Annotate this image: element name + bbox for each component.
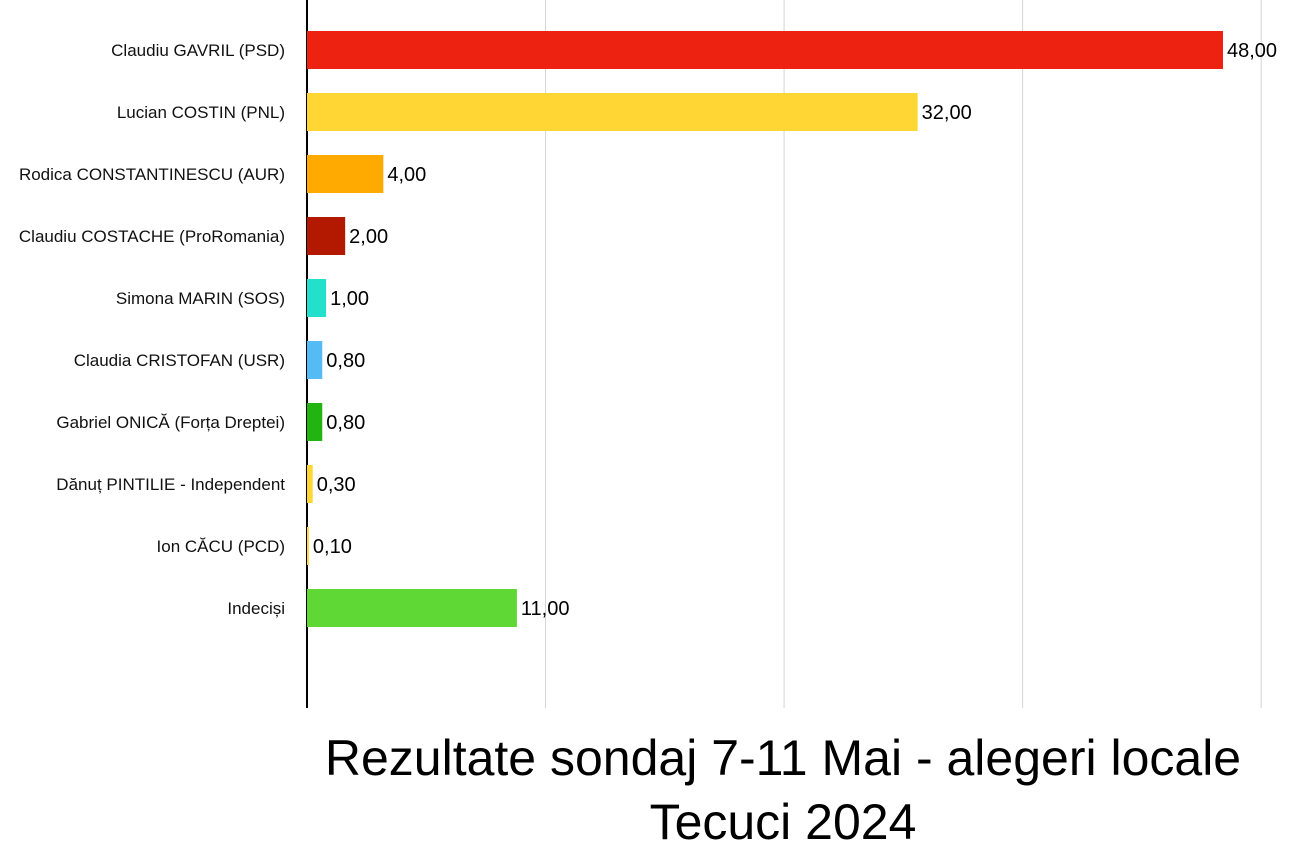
category-labels: Claudiu GAVRIL (PSD) Lucian COSTIN (PNL) R… <box>19 41 285 618</box>
bar-3 <box>307 155 384 193</box>
category-label-8: Dănuț PINTILIE - Independent <box>56 475 285 494</box>
value-label-2: 32,00 <box>922 102 972 124</box>
category-label-2: Lucian COSTIN (PNL) <box>117 103 285 122</box>
bar-1 <box>307 31 1223 69</box>
value-label-5: 1,00 <box>330 288 369 310</box>
value-label-4: 2,00 <box>349 226 388 248</box>
category-label-6: Claudia CRISTOFAN (USR) <box>74 351 285 370</box>
bar-10 <box>307 589 517 627</box>
value-label-7: 0,80 <box>326 412 365 434</box>
bar-7 <box>307 403 323 441</box>
value-label-9: 0,10 <box>313 536 352 558</box>
category-label-10: Indeciși <box>227 599 285 618</box>
category-label-7: Gabriel ONICĂ (Forța Dreptei) <box>56 413 285 432</box>
category-label-5: Simona MARIN (SOS) <box>116 289 285 308</box>
value-label-3: 4,00 <box>387 164 426 186</box>
bar-8 <box>307 465 313 503</box>
chart-title: Rezultate sondaj 7-11 Mai - alegeri loca… <box>324 730 1242 850</box>
bars <box>307 31 1223 627</box>
value-label-8: 0,30 <box>317 474 356 496</box>
value-labels: 48,00 32,00 4,00 2,00 1,00 0,80 0,80 0,30 0,10 11… <box>313 40 1277 620</box>
category-label-9: Ion CĂCU (PCD) <box>157 537 285 556</box>
bar-chart: Claudiu GAVRIL (PSD) Lucian COSTIN (PNL) R… <box>19 0 1277 708</box>
bar-5 <box>307 279 327 317</box>
value-label-6: 0,80 <box>326 350 365 372</box>
category-label-4: Claudiu COSTACHE (ProRomania) <box>19 227 285 246</box>
bar-9 <box>307 527 309 565</box>
bar-4 <box>307 217 346 255</box>
bar-6 <box>307 341 323 379</box>
value-label-1: 48,00 <box>1227 40 1277 62</box>
value-label-10: 11,00 <box>521 598 570 620</box>
category-label-3: Rodica CONSTANTINESCU (AUR) <box>19 165 285 184</box>
bar-2 <box>307 93 918 131</box>
category-label-1: Claudiu GAVRIL (PSD) <box>111 41 285 60</box>
